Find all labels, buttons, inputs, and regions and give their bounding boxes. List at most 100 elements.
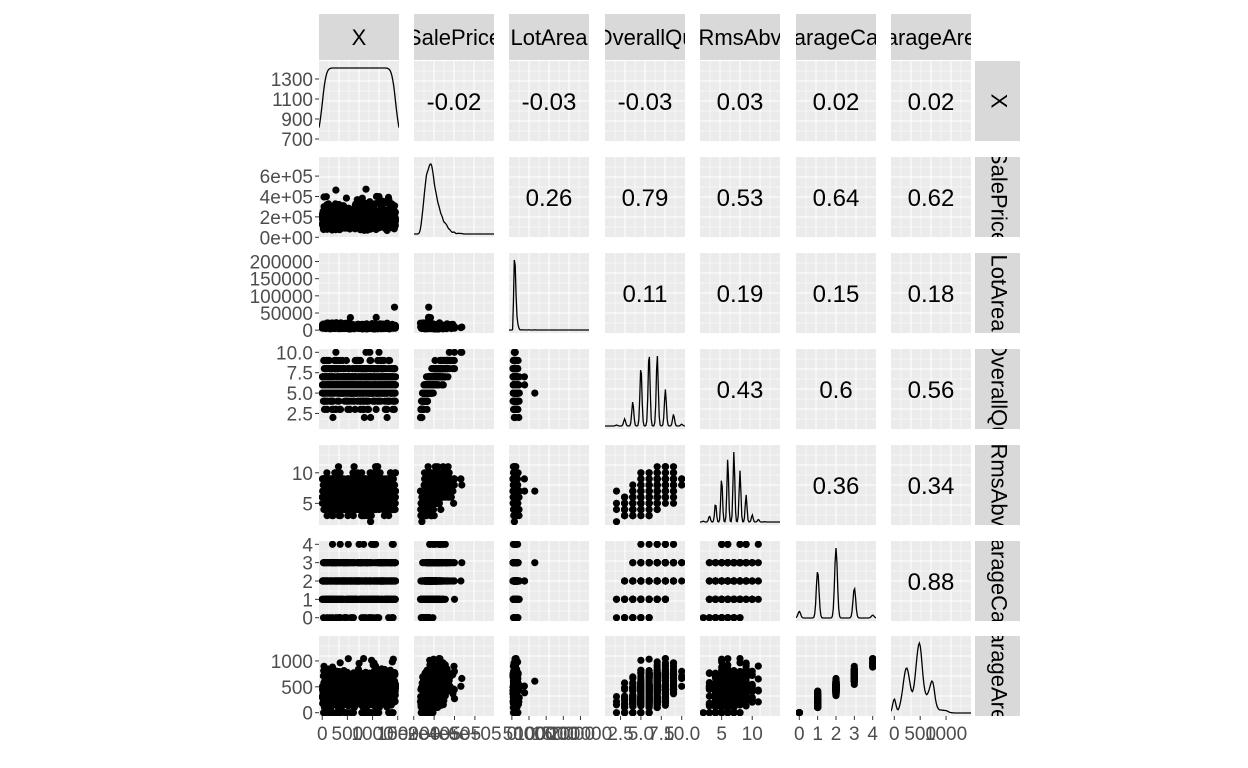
scatter-point: [329, 511, 337, 520]
scatter-point: [356, 356, 365, 365]
panel-r2-c4: [700, 253, 780, 333]
scatter-points: [319, 303, 399, 333]
scatter-point: [531, 389, 539, 397]
scatter-point: [362, 185, 370, 193]
panel-r2-c3: [605, 253, 685, 333]
scatter-points: [319, 185, 399, 235]
scatter-point: [442, 356, 451, 365]
scatter-point: [351, 405, 359, 413]
scatter-points: [319, 463, 399, 525]
scatter-point: [391, 208, 399, 216]
scatter-point: [511, 349, 519, 356]
panel-r2-c1: [414, 253, 494, 333]
density-curve: [605, 355, 685, 427]
scatter-point: [323, 405, 331, 413]
scatter-point: [323, 469, 331, 477]
panel-r0-c3: [605, 61, 685, 141]
panel-r0-c0: [319, 61, 399, 141]
scatter-point: [520, 373, 529, 381]
scatter-point: [392, 215, 399, 223]
scatter-point: [445, 349, 453, 356]
panel-r0-c2: [509, 61, 589, 141]
scatter-point: [342, 194, 350, 202]
scatter-point: [424, 313, 433, 321]
scatter-point: [515, 413, 523, 422]
density-curve: [509, 259, 589, 331]
scatter-point: [332, 186, 340, 194]
scatter-point: [383, 413, 391, 422]
scatter-point: [418, 405, 426, 413]
scatter-point: [329, 413, 337, 422]
scatter-point: [360, 413, 368, 422]
panel-r0-c4: [700, 61, 780, 141]
panel-r1-c0: [319, 157, 399, 237]
scatter-point: [386, 356, 394, 365]
scatter-point: [450, 365, 459, 373]
density-curve: [414, 163, 494, 235]
scatter-point: [325, 356, 333, 365]
panel-r1-c1: [414, 157, 494, 237]
scatter-point: [391, 202, 399, 210]
scatter-point: [391, 389, 399, 397]
scatter-point: [346, 405, 354, 413]
scatter-point: [441, 365, 449, 373]
scatter-point: [392, 373, 399, 381]
scatter-point: [383, 405, 391, 413]
scatter-point: [391, 397, 399, 405]
scatter-point: [367, 413, 375, 422]
panel-r1-c3: [605, 157, 685, 237]
scatter-point: [322, 193, 330, 201]
panel-r2-c0: [319, 253, 399, 333]
panel-r2-c2: [509, 253, 589, 333]
panel-r1-c4: [700, 157, 780, 237]
scatter-point: [428, 373, 436, 381]
panel-r0-c1: [414, 61, 494, 141]
scatter-point: [336, 405, 345, 413]
panel-r2-c5: [796, 253, 876, 333]
scatter-point: [511, 373, 519, 381]
panel-r3-c5: [796, 349, 876, 429]
scatter-point: [435, 373, 443, 381]
scatter-point: [423, 389, 431, 397]
scatter-point: [428, 323, 436, 331]
panel-r3-c0: [319, 349, 399, 429]
scatter-points: [509, 349, 539, 422]
panel-r1-c6: [891, 157, 971, 237]
scatter-point: [366, 349, 374, 356]
density-curve: [319, 67, 399, 128]
scatter-point: [435, 323, 443, 331]
scatter-point: [367, 356, 375, 365]
scatter-point: [375, 349, 383, 356]
scatter-points: [319, 349, 399, 422]
scatter-point: [342, 356, 350, 365]
scatter-point: [458, 349, 466, 356]
scatter-point: [421, 397, 430, 405]
scatter-point: [511, 365, 519, 373]
scatter-point: [510, 397, 518, 405]
scatter-point: [425, 303, 433, 311]
panel-r0-c5: [796, 61, 876, 141]
panel-r3-c2: [509, 349, 589, 429]
panels-layer: [319, 61, 971, 716]
scatter-point: [332, 349, 340, 356]
scatter-point: [512, 381, 520, 389]
panel-r3-c4: [700, 349, 780, 429]
scatter-point: [458, 323, 466, 331]
scatter-point: [331, 469, 339, 477]
scatter-point: [364, 405, 373, 413]
scatter-points: [416, 349, 466, 422]
scatter-point: [450, 349, 458, 356]
scatter-point: [346, 314, 354, 322]
scatter-point: [509, 356, 517, 365]
panel-r3-c3: [605, 349, 685, 429]
scatter-point: [323, 511, 331, 520]
panel-r3-c1: [414, 349, 494, 429]
panel-r1-c2: [509, 157, 589, 237]
scatter-point: [511, 389, 519, 397]
scatter-points: [416, 303, 466, 333]
scatter-point: [521, 381, 529, 389]
scatter-point: [391, 365, 399, 373]
scatter-point: [372, 405, 380, 413]
scatter-point: [372, 313, 380, 321]
